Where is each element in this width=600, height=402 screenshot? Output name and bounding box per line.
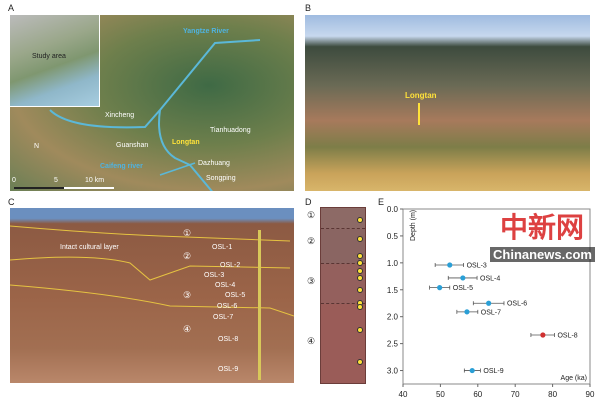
layer-boundaries [10, 225, 294, 317]
excavation-photo: Intact cultural layer ① ② ③ ④ OSL-1 OSL-… [10, 208, 294, 383]
d-layer-2: ② [307, 236, 316, 246]
y-tick-label: 1.5 [387, 286, 399, 295]
scale-10km: 10 km [85, 177, 105, 184]
d-layer-1: ① [307, 210, 316, 220]
longtan-label: Longtan [405, 91, 437, 100]
osl-7-label: OSL-7 [213, 314, 234, 321]
sample-dot [357, 287, 363, 293]
watermark-logo: 中新网 [500, 212, 585, 243]
point-label: OSL-6 [507, 301, 527, 308]
d-layer-4: ④ [307, 336, 316, 346]
x-tick-label: 70 [511, 390, 520, 399]
scale-5: 5 [54, 177, 58, 184]
panel-d-label: D [305, 197, 312, 207]
caifeng-river-label: Caifeng river [100, 163, 143, 170]
layer-2: ② [183, 251, 192, 261]
site-xincheng: Xincheng [105, 112, 135, 119]
panel-e-label: E [378, 197, 385, 207]
sample-dot [357, 327, 363, 333]
y-axis-label: Depth (m) [410, 210, 417, 241]
point-label: OSL-8 [557, 333, 577, 340]
x-tick-label: 90 [586, 390, 595, 399]
y-tick-label: 2.0 [387, 313, 399, 322]
plot-frame [402, 208, 591, 385]
sample-dot [357, 268, 363, 274]
stratigraphic-column [320, 207, 366, 384]
watermark-site: Chinanews.com [490, 247, 595, 262]
landscape-photo: Longtan [305, 15, 590, 191]
point-label: OSL-4 [480, 275, 500, 282]
point-label: OSL-5 [453, 285, 473, 292]
panel-b-label: B [305, 3, 312, 13]
osl-2-label: OSL-2 [220, 262, 241, 269]
panel-c-label: C [8, 197, 15, 207]
point-label: OSL-3 [467, 263, 487, 270]
osl-4-label: OSL-4 [215, 282, 236, 289]
x-tick-label: 80 [548, 390, 557, 399]
column-layer-1 [321, 208, 365, 229]
sample-dot [357, 236, 363, 242]
site-songping: Songping [206, 175, 236, 182]
layer-4: ④ [183, 324, 192, 334]
sample-dot [357, 359, 363, 365]
measuring-pole [258, 230, 261, 380]
sample-dot [357, 275, 363, 281]
osl-1-label: OSL-1 [212, 244, 233, 251]
osl-3-label: OSL-3 [204, 272, 225, 279]
data-point [540, 332, 546, 338]
point-label: OSL-7 [481, 309, 501, 316]
y-tick-label: 0.0 [387, 205, 399, 214]
osl-8-label: OSL-8 [218, 336, 239, 343]
inset-map: Study area [10, 15, 100, 107]
layer-1: ① [183, 228, 192, 238]
layer-3: ③ [183, 290, 192, 300]
point-label: OSL-9 [483, 368, 503, 375]
x-axis-label: Age (ka) [561, 375, 587, 382]
y-tick-label: 3.0 [387, 367, 399, 376]
data-point [486, 300, 492, 306]
y-tick-label: 2.5 [387, 340, 399, 349]
north-arrow: N [34, 143, 40, 150]
sample-dot [357, 304, 363, 310]
panel-a-label: A [8, 3, 15, 13]
osl-9-label: OSL-9 [218, 366, 239, 373]
osl-6-label: OSL-6 [217, 303, 238, 310]
osl-5-label: OSL-5 [225, 292, 246, 299]
x-tick-label: 60 [473, 390, 482, 399]
sample-dot [357, 217, 363, 223]
data-point [460, 275, 466, 281]
site-guanshan: Guanshan [116, 142, 149, 149]
d-layer-3: ③ [307, 276, 316, 286]
data-point [437, 285, 443, 291]
study-area-label: Study area [32, 53, 66, 60]
yangtze-river-label: Yangtze River [183, 28, 229, 35]
data-point [469, 367, 475, 374]
scale-bar [14, 187, 114, 189]
data-point [464, 309, 470, 315]
arrow-down-icon [418, 103, 420, 125]
river-lines [49, 39, 261, 191]
site-dazhuang: Dazhuang [198, 160, 230, 167]
sample-dot [357, 260, 363, 266]
scale-0: 0 [12, 177, 16, 184]
sample-dot [357, 253, 363, 259]
data-point [447, 262, 453, 268]
intact-cultural-layer-label: Intact cultural layer [60, 244, 119, 251]
map-panel: Study area Yangtze River Caifeng river X… [10, 15, 294, 191]
y-tick-label: 0.5 [387, 232, 399, 241]
site-tianhuadong: Tianhuadong [210, 127, 251, 134]
x-tick-label: 50 [436, 390, 445, 399]
site-longtan: Longtan [172, 139, 200, 146]
y-tick-label: 1.0 [387, 259, 399, 268]
x-tick-label: 40 [399, 390, 408, 399]
